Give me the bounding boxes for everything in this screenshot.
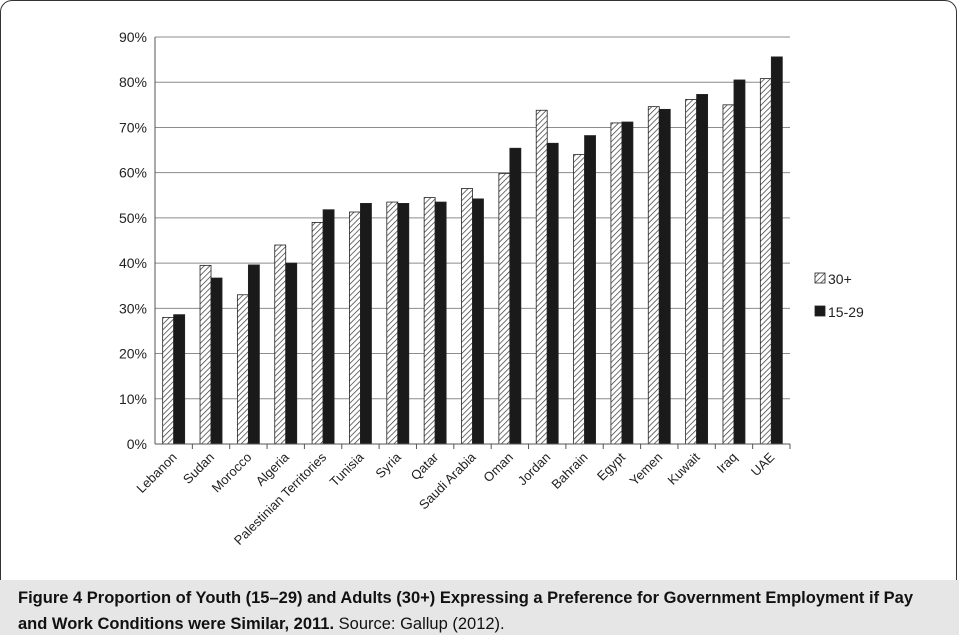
- bar-15-29: [621, 121, 634, 445]
- bar-15-29: [397, 203, 410, 445]
- bar-30plus: [498, 173, 511, 445]
- legend: 30+ 15-29: [814, 271, 864, 320]
- bar-15-29: [733, 79, 746, 445]
- x-tick-label: Egypt: [594, 449, 628, 483]
- y-tick-label: 50%: [119, 210, 147, 226]
- x-tick-label: Bahrain: [548, 450, 590, 492]
- x-tick-label: Kuwait: [665, 449, 703, 487]
- legend-swatch-15-29: [814, 305, 826, 317]
- bar-15-29: [173, 314, 186, 445]
- x-tick-label: Yemen: [626, 450, 665, 489]
- gridlines: [155, 36, 790, 400]
- bar-chart: 0%10%20%30%40%50%60%70%80%90%Lebanon Suda…: [119, 29, 864, 548]
- legend-swatch-30plus: [814, 272, 826, 284]
- caption-title: Proportion of Youth (15–29) and Adults (…: [18, 589, 914, 633]
- bar-15-29: [472, 198, 484, 445]
- bar-30plus: [162, 316, 175, 445]
- x-tick-label: Tunisia: [327, 449, 367, 489]
- bar-30plus: [461, 188, 473, 445]
- x-tick-label: Syria: [372, 449, 404, 481]
- bar-15-29: [210, 277, 223, 445]
- bar-15-29: [509, 147, 522, 445]
- x-tick-label: Oman: [480, 450, 516, 486]
- bar-15-29: [658, 108, 671, 445]
- bar-15-29: [285, 262, 298, 445]
- bar-30plus: [349, 211, 361, 445]
- bar-15-29: [696, 94, 709, 445]
- bar-15-29: [770, 56, 783, 445]
- bars: [162, 56, 783, 445]
- y-tick-label: 70%: [119, 119, 147, 135]
- legend-label-15-29: 15-29: [828, 304, 864, 320]
- x-tick-label: Jordan: [515, 450, 554, 489]
- bar-30plus: [647, 106, 660, 445]
- bar-30plus: [535, 109, 548, 445]
- y-tick-label: 20%: [119, 346, 147, 362]
- x-tick-label: Lebanon: [133, 450, 179, 496]
- y-tick-label: 90%: [119, 29, 147, 45]
- bar-15-29: [434, 201, 447, 445]
- legend-label-30plus: 30+: [828, 271, 852, 287]
- x-tick-label: UAE: [748, 449, 778, 479]
- bar-30plus: [759, 78, 772, 445]
- x-tick-label: Morocco: [209, 450, 255, 496]
- bar-30plus: [423, 197, 436, 445]
- x-tick-label: Iraq: [714, 450, 740, 476]
- caption-label: Figure 4: [18, 589, 83, 607]
- bar-30plus: [386, 201, 399, 445]
- bar-30plus: [685, 99, 698, 445]
- bar-30plus: [274, 244, 287, 445]
- bar-15-29: [584, 135, 596, 445]
- caption-source: Source: Gallup (2012).: [334, 615, 505, 633]
- bar-30plus: [236, 294, 249, 445]
- bar-15-29: [322, 209, 335, 445]
- y-tick-label: 10%: [119, 391, 147, 407]
- figure-caption: Figure 4 Proportion of Youth (15–29) and…: [0, 580, 959, 635]
- bar-30plus: [311, 222, 324, 445]
- y-tick-label: 0%: [127, 436, 147, 452]
- y-tick-label: 30%: [119, 300, 147, 316]
- y-tick-label: 40%: [119, 255, 147, 271]
- y-tick-label: 60%: [119, 165, 147, 181]
- bar-15-29: [247, 264, 260, 445]
- bar-30plus: [610, 122, 623, 445]
- bar-30plus: [573, 154, 585, 445]
- x-tick-label: Qatar: [408, 449, 442, 483]
- bar-15-29: [360, 203, 372, 445]
- bar-30plus: [199, 264, 212, 445]
- y-tick-label: 80%: [119, 74, 147, 90]
- bar-15-29: [546, 142, 559, 445]
- bar-30plus: [722, 104, 735, 445]
